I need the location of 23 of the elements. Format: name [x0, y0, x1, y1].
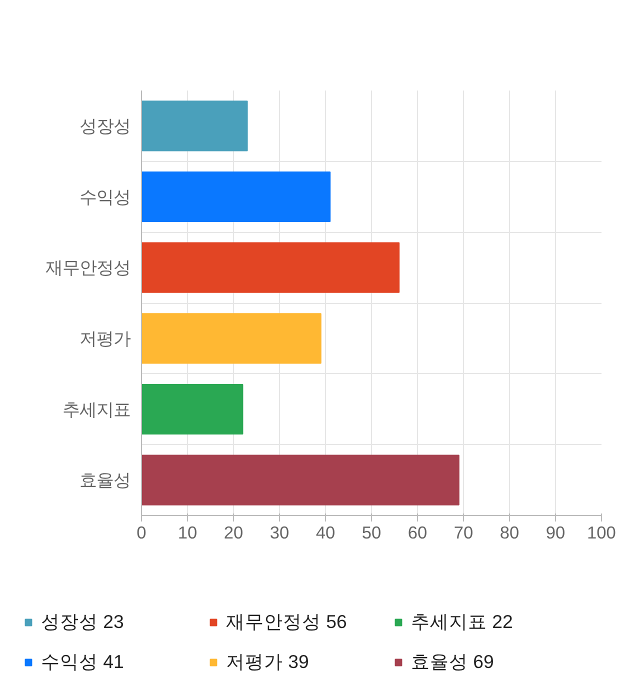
y-tick-label: 저평가	[80, 328, 130, 348]
x-tick-label: 50	[362, 522, 382, 542]
legend-label: 저평가 39	[226, 650, 310, 674]
legend-label: 성장성 23	[41, 610, 125, 634]
x-tick-label: 40	[316, 522, 336, 542]
x-tick-label: 70	[454, 522, 474, 542]
x-tick-label: 30	[270, 522, 290, 542]
x-tick-label: 90	[546, 522, 566, 542]
legend-label: 추세지표 22	[411, 610, 514, 634]
legend-label: 수익성 41	[41, 650, 125, 674]
y-tick-label: 추세지표	[62, 399, 130, 420]
x-tick-label: 0	[136, 522, 146, 542]
x-tick-label: 20	[224, 522, 244, 542]
x-tick-label: 10	[178, 522, 198, 542]
y-tick-label: 재무안정성	[46, 258, 130, 278]
x-tick-label: 60	[408, 522, 428, 542]
x-tick-label: 100	[587, 522, 616, 542]
legend-label: 재무안정성 56	[226, 610, 348, 634]
y-tick-label: 효율성	[80, 470, 130, 490]
legend-label: 효율성 69	[411, 650, 495, 674]
x-tick-label: 80	[500, 522, 520, 542]
y-tick-label: 성장성	[80, 116, 130, 136]
y-tick-label: 수익성	[80, 186, 130, 207]
